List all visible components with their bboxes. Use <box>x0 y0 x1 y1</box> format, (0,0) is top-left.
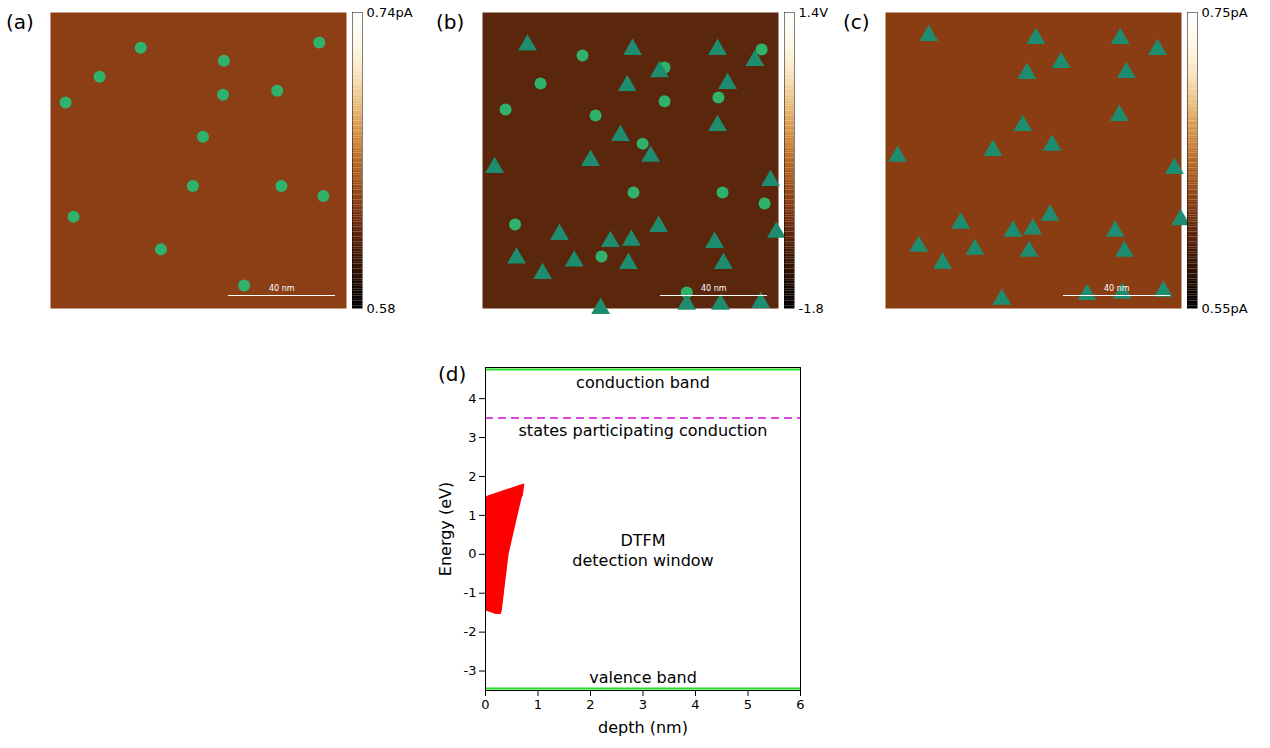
svg-text:1: 1 <box>534 697 542 712</box>
svg-text:states participating conductio: states participating conduction <box>519 421 768 440</box>
svg-text:Energy (eV): Energy (eV) <box>436 482 455 576</box>
svg-text:-3: -3 <box>464 663 477 678</box>
html-text:40 nm: 40 nm <box>701 284 727 293</box>
svg-text:2: 2 <box>586 697 594 712</box>
svg-text:-1: -1 <box>464 585 477 600</box>
svg-text:0.74pA: 0.74pA <box>367 5 413 20</box>
svg-text:1.4V: 1.4V <box>799 5 829 20</box>
html-text:(c): (c) <box>843 10 870 34</box>
svg-text:6: 6 <box>796 697 804 712</box>
svg-text:depth (nm): depth (nm) <box>598 718 688 737</box>
html-text:40 nm: 40 nm <box>1104 284 1130 293</box>
html-text:(d): (d) <box>438 362 467 386</box>
svg-text:0.55pA: 0.55pA <box>1202 301 1248 316</box>
svg-text:valence band: valence band <box>589 668 697 687</box>
svg-text:-2: -2 <box>464 624 477 639</box>
html-text:40 nm: 40 nm <box>269 284 295 293</box>
svg-text:4: 4 <box>468 391 476 406</box>
svg-text:1: 1 <box>468 508 476 523</box>
svg-text:0.75pA: 0.75pA <box>1202 5 1248 20</box>
svg-text:DTFMdetection window: DTFMdetection window <box>572 531 713 571</box>
html-text:(b): (b) <box>436 10 465 34</box>
svg-text:5: 5 <box>744 697 752 712</box>
svg-text:0: 0 <box>468 546 476 561</box>
html-text:(a): (a) <box>6 10 34 34</box>
svg-text:2: 2 <box>468 469 476 484</box>
svg-text:3: 3 <box>639 697 647 712</box>
svg-text:3: 3 <box>468 430 476 445</box>
svg-text:0: 0 <box>481 697 489 712</box>
svg-text:4: 4 <box>691 697 699 712</box>
svg-text:0.58: 0.58 <box>367 301 396 316</box>
svg-text:-1.8: -1.8 <box>799 301 824 316</box>
svg-text:conduction band: conduction band <box>576 373 710 392</box>
